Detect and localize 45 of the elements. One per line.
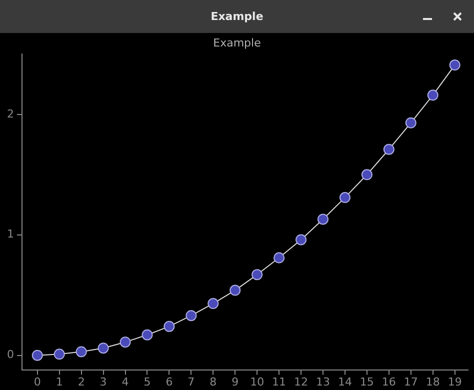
x-tick-label: 7 bbox=[188, 375, 195, 388]
x-tick-label: 13 bbox=[316, 375, 330, 388]
point bbox=[296, 234, 307, 246]
x-tick-label: 8 bbox=[210, 375, 217, 388]
point bbox=[164, 320, 175, 332]
point bbox=[230, 284, 241, 296]
y-tick-label: 1 bbox=[7, 228, 14, 241]
x-tick-label: 19 bbox=[448, 375, 462, 388]
x-tick-label: 3 bbox=[100, 375, 107, 388]
point bbox=[208, 298, 219, 310]
point bbox=[54, 348, 65, 360]
x-tick-label: 2 bbox=[78, 375, 85, 388]
point bbox=[427, 90, 438, 101]
point bbox=[383, 144, 394, 155]
x-tick-label: 18 bbox=[426, 375, 440, 388]
point bbox=[142, 329, 153, 340]
chart-title: Example bbox=[213, 36, 262, 50]
x-tick-label: 17 bbox=[404, 375, 418, 388]
x-tick-label: 1 bbox=[56, 375, 63, 388]
x-tick-label: 14 bbox=[338, 375, 352, 388]
x-tick-label: 10 bbox=[250, 375, 264, 388]
point bbox=[252, 269, 263, 280]
text: Example bbox=[210, 10, 264, 23]
y-tick-label: 0 bbox=[7, 348, 14, 362]
x-tick-label: 4 bbox=[122, 375, 129, 388]
point bbox=[405, 117, 416, 128]
x-tick-label: 5 bbox=[144, 375, 151, 388]
point bbox=[274, 252, 285, 264]
x-tick-label: 11 bbox=[272, 375, 286, 388]
point bbox=[449, 60, 460, 71]
point bbox=[98, 342, 109, 354]
y-tick-label: 2 bbox=[7, 107, 14, 120]
x-tick-label: 6 bbox=[166, 375, 173, 388]
point bbox=[32, 350, 43, 361]
x-tick-label: 9 bbox=[232, 375, 239, 388]
point bbox=[76, 346, 87, 358]
point bbox=[317, 214, 328, 225]
point bbox=[186, 310, 197, 322]
point bbox=[120, 336, 131, 348]
point bbox=[361, 169, 372, 180]
x-tick-label: 12 bbox=[294, 375, 308, 388]
x-tick-label: 0 bbox=[34, 375, 41, 388]
point bbox=[339, 192, 350, 204]
x-tick-label: 15 bbox=[360, 375, 374, 388]
x-tick-label: 16 bbox=[382, 375, 396, 388]
